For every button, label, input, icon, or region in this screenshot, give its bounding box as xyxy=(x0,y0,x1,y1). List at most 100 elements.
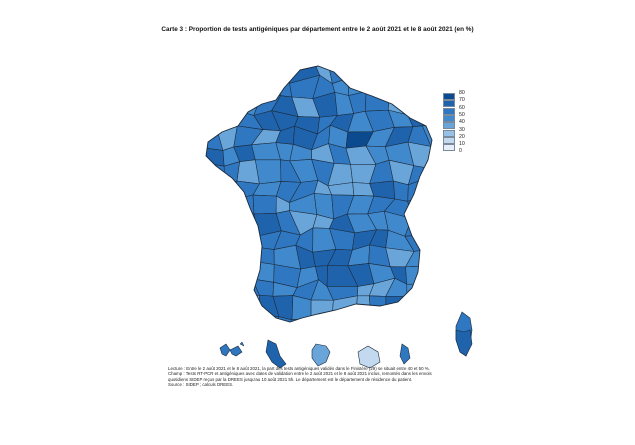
department-region xyxy=(206,297,225,317)
department-region xyxy=(233,294,260,322)
department-region xyxy=(206,314,224,322)
department-region xyxy=(407,312,432,322)
department-region xyxy=(234,79,263,94)
legend-swatch xyxy=(443,129,455,137)
overseas-guadeloupe xyxy=(219,341,245,357)
department-region xyxy=(237,228,259,254)
department-region xyxy=(215,210,239,235)
department-region xyxy=(407,95,432,116)
department-region xyxy=(410,78,427,101)
department-region xyxy=(429,233,432,254)
department-region xyxy=(206,147,225,167)
note-champ-continued: quotidiens SIDEP reçus par la DREES jusq… xyxy=(168,376,413,382)
legend-label: 0 xyxy=(459,148,462,155)
department-region xyxy=(349,312,372,322)
overseas-reunion xyxy=(357,345,381,369)
department-region xyxy=(310,299,334,319)
department-region xyxy=(224,180,238,201)
department-region xyxy=(405,66,432,80)
footnotes: Lecture : Entre le 2 août 2021 et le 8 a… xyxy=(168,366,468,388)
overseas-martinique xyxy=(265,339,287,369)
legend-label: 20 xyxy=(459,133,465,140)
note-lecture: Lecture : Entre le 2 août 2021 et le 8 a… xyxy=(168,366,430,371)
legend-swatch xyxy=(443,100,455,108)
department-region xyxy=(365,75,390,99)
department-region xyxy=(387,66,416,79)
department-region xyxy=(253,247,275,265)
overseas-mayotte xyxy=(399,343,411,365)
note-source: Source : SIDEP ; calculs DREES. xyxy=(168,382,234,388)
department-region xyxy=(423,176,432,198)
department-region xyxy=(218,282,235,303)
department-region xyxy=(215,228,241,255)
legend-swatch xyxy=(443,136,455,144)
legend-swatch xyxy=(443,93,455,100)
department-region xyxy=(213,244,241,271)
department-region xyxy=(206,112,224,132)
legend-swatch xyxy=(443,107,455,115)
department-region xyxy=(275,75,293,98)
department-region xyxy=(422,196,432,216)
department-region xyxy=(206,277,225,302)
department-region xyxy=(386,313,412,322)
department-region xyxy=(231,278,260,303)
department-region xyxy=(371,66,390,82)
corsica xyxy=(455,311,473,357)
department-region xyxy=(255,315,280,322)
department-region xyxy=(288,317,314,322)
department-region xyxy=(251,142,281,161)
department-region xyxy=(231,261,255,285)
department-region xyxy=(406,295,432,315)
department-region xyxy=(213,66,240,82)
department-region xyxy=(405,265,431,285)
department-region xyxy=(254,159,282,185)
department-region xyxy=(421,212,432,236)
mainland-outline xyxy=(205,65,433,323)
department-region xyxy=(206,162,225,186)
department-region xyxy=(206,230,221,248)
department-region xyxy=(234,66,254,82)
department-region xyxy=(206,66,220,81)
department-region xyxy=(429,248,432,267)
department-region xyxy=(364,315,391,322)
department-region xyxy=(393,180,409,202)
department-region xyxy=(424,66,432,80)
department-region xyxy=(252,66,277,80)
legend-label: 30 xyxy=(459,126,465,133)
legend-swatch xyxy=(443,144,455,152)
department-region xyxy=(428,312,432,322)
department-region xyxy=(206,180,226,200)
legend-label: 70 xyxy=(459,97,465,104)
department-region xyxy=(206,210,221,235)
legend-label: 10 xyxy=(459,141,465,148)
department-region xyxy=(221,91,238,113)
department-region xyxy=(356,295,372,317)
department-region xyxy=(206,245,221,271)
department-region xyxy=(422,261,432,285)
department-region xyxy=(222,300,239,322)
department-region xyxy=(273,316,293,322)
legend-label: 40 xyxy=(459,119,465,126)
department-region xyxy=(422,281,432,300)
department-region xyxy=(252,75,281,97)
department-region xyxy=(233,194,255,216)
overseas-guyane xyxy=(311,343,331,367)
department-region xyxy=(252,194,277,215)
legend-swatch xyxy=(443,114,455,122)
department-region xyxy=(331,312,357,322)
department-region xyxy=(206,197,226,220)
department-region xyxy=(206,265,220,283)
legend-swatch xyxy=(443,122,455,130)
legend-label: 60 xyxy=(459,104,465,111)
department-region xyxy=(385,295,412,321)
department-region xyxy=(206,92,224,113)
department-region xyxy=(213,263,237,285)
department-region xyxy=(213,78,237,95)
department-region xyxy=(219,199,235,216)
department-region xyxy=(221,316,239,322)
legend-label: 50 xyxy=(459,111,465,118)
department-region xyxy=(310,316,337,322)
department-region xyxy=(368,295,387,321)
department-region xyxy=(387,75,416,101)
